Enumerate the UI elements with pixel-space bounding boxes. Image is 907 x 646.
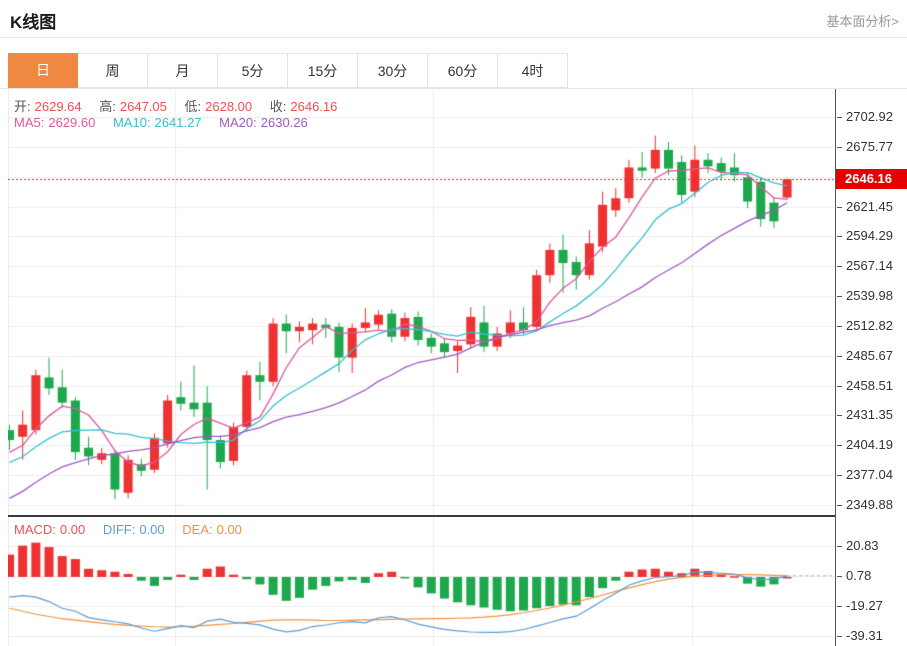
diff-value: 0.00 <box>139 522 165 537</box>
page-title: K线图 <box>10 13 57 32</box>
tab-5分[interactable]: 5分 <box>218 53 288 88</box>
low-label: 低: <box>184 99 202 114</box>
close-label: 收: <box>269 99 287 114</box>
tab-15分[interactable]: 15分 <box>288 53 358 88</box>
period-tabs: 日周月 5分 15分 30分 60分 4时 <box>8 53 568 88</box>
diff-label: DIFF: <box>102 522 136 537</box>
current-price-tag: 2646.16 <box>836 169 907 190</box>
ma-legend: MA5: 2629.60 MA10: 2641.27 MA20: 2630.26 <box>14 115 312 130</box>
dea-label: DEA: <box>182 522 213 537</box>
candlestick-chart-canvas[interactable] <box>8 90 836 516</box>
price-tick-2567.14: 2567.14 <box>836 258 893 274</box>
ma10-value: 2641.27 <box>154 115 202 130</box>
tab-周[interactable]: 周 <box>78 53 148 88</box>
macd-value: 0.00 <box>59 522 86 537</box>
price-tick-2539.98: 2539.98 <box>836 288 893 304</box>
ma5-value: 2629.60 <box>48 115 96 130</box>
price-tick-2675.77: 2675.77 <box>836 139 893 155</box>
macd-tick--19.27: -19.27 <box>836 598 883 614</box>
macd-legend: MACD: 0.00 DIFF: 0.00 DEA: 0.00 <box>14 522 246 537</box>
high-label: 高: <box>99 99 116 114</box>
price-tick-2485.67: 2485.67 <box>836 348 893 364</box>
period-tabbar: 日周月 5分 15分 30分 60分 4时 <box>0 53 907 89</box>
tab-30分[interactable]: 30分 <box>358 53 428 88</box>
ma10-label: MA10: <box>112 115 151 130</box>
macd-tick-20.83: 20.83 <box>836 538 879 554</box>
tab-日[interactable]: 日 <box>8 53 78 88</box>
price-tick-2512.82: 2512.82 <box>836 318 893 334</box>
ma20-label: MA20: <box>219 115 257 130</box>
panel-separator <box>8 515 836 517</box>
price-tick-2594.29: 2594.29 <box>836 228 893 244</box>
price-tick-2702.92: 2702.92 <box>836 109 893 125</box>
macd-tick-0.78: 0.78 <box>836 568 871 584</box>
price-tick-2621.45: 2621.45 <box>836 199 893 215</box>
fundamental-analysis-link[interactable]: 基本面分析> <box>826 14 899 29</box>
close-value: 2646.16 <box>290 99 338 114</box>
ma20-value: 2630.26 <box>260 115 308 130</box>
title-divider <box>0 37 907 38</box>
price-tick-2431.35: 2431.35 <box>836 407 893 423</box>
price-tick-2404.19: 2404.19 <box>836 437 893 453</box>
ohlc-legend: 开: 2629.64 高: 2647.05 低: 2628.00 收: 2646.16 <box>14 96 341 115</box>
open-label: 开: <box>14 99 31 114</box>
tab-月[interactable]: 月 <box>148 53 218 88</box>
tab-4时[interactable]: 4时 <box>498 53 568 88</box>
dea-value: 0.00 <box>216 522 242 537</box>
ma5-label: MA5: <box>14 115 45 130</box>
high-value: 2647.05 <box>119 99 167 114</box>
tab-60分[interactable]: 60分 <box>428 53 498 88</box>
macd-chart-canvas[interactable] <box>8 517 836 646</box>
price-axis: 2646.16 2702.92 2675.77 2621.45 2594.29 2567… <box>835 89 907 646</box>
low-value: 2628.00 <box>205 99 253 114</box>
macd-tick--39.31: -39.31 <box>836 628 883 644</box>
open-value: 2629.64 <box>34 99 82 114</box>
price-tick-2458.51: 2458.51 <box>836 378 893 394</box>
price-tick-2349.88: 2349.88 <box>836 497 893 513</box>
price-tick-2377.04: 2377.04 <box>836 467 893 483</box>
macd-label: MACD: <box>14 522 56 537</box>
